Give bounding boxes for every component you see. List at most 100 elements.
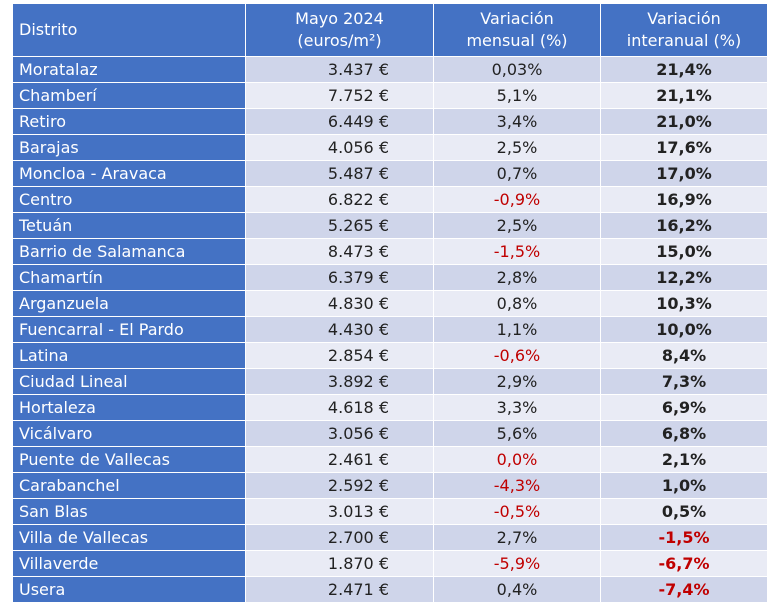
table-row: Ciudad Lineal 3.892 €2,9% 7,3% xyxy=(12,368,768,395)
monthly-variation-cell: 2,5% xyxy=(433,134,601,161)
monthly-variation-cell: 2,7% xyxy=(433,524,601,551)
header-district: Distrito xyxy=(12,3,246,57)
yearly-variation-cell: 16,2% xyxy=(600,212,768,239)
table-row: Villa de Vallecas 2.700 €2,7% -1,5% xyxy=(12,524,768,551)
monthly-variation-cell: 0,0% xyxy=(433,446,601,473)
district-cell: Fuencarral - El Pardo xyxy=(12,316,246,343)
table-row: Chamberí 7.752 €5,1% 21,1% xyxy=(12,82,768,109)
yearly-variation-cell: -6,7% xyxy=(600,550,768,577)
price-cell: 6.449 € xyxy=(245,108,434,135)
monthly-variation-cell: 2,8% xyxy=(433,264,601,291)
yearly-variation-cell: 7,3% xyxy=(600,368,768,395)
table-row: Moratalaz 3.437 €0,03% 21,4% xyxy=(12,56,768,83)
table-row: Retiro 6.449 €3,4% 21,0% xyxy=(12,108,768,135)
header-price-line2: (euros/m²) xyxy=(297,31,382,50)
header-price: Mayo 2024 (euros/m²) xyxy=(245,3,434,57)
table-row: Latina 2.854 € -0,6% 8,4% xyxy=(12,342,768,369)
yearly-variation-cell: 6,9% xyxy=(600,394,768,421)
price-cell: 5.265 € xyxy=(245,212,434,239)
table-row: Barrio de Salamanca 8.473 € -1,5% 15,0% xyxy=(12,238,768,265)
district-cell: Barrio de Salamanca xyxy=(12,238,246,265)
table-row: San Blas 3.013 € -0,5% 0,5% xyxy=(12,498,768,525)
table-row: Hortaleza 4.618 €3,3% 6,9% xyxy=(12,394,768,421)
price-cell: 2.854 € xyxy=(245,342,434,369)
yearly-variation-cell: 16,9% xyxy=(600,186,768,213)
price-cell: 4.830 € xyxy=(245,290,434,317)
district-cell: Ciudad Lineal xyxy=(12,368,246,395)
district-cell: Chamberí xyxy=(12,82,246,109)
yearly-variation-cell: 8,4% xyxy=(600,342,768,369)
price-cell: 8.473 € xyxy=(245,238,434,265)
price-cell: 7.752 € xyxy=(245,82,434,109)
price-cell: 6.379 € xyxy=(245,264,434,291)
header-yearly-line2: interanual (%) xyxy=(626,31,742,50)
table-row: Villaverde 1.870 € -5,9% -6,7% xyxy=(12,550,768,577)
table-row: Carabanchel 2.592 € -4,3% 1,0% xyxy=(12,472,768,499)
yearly-variation-cell: 17,6% xyxy=(600,134,768,161)
table-header: Distrito Mayo 2024 (euros/m²) Variación … xyxy=(12,3,768,57)
price-cell: 3.056 € xyxy=(245,420,434,447)
monthly-variation-cell: -0,6% xyxy=(433,342,601,369)
yearly-variation-cell: 17,0% xyxy=(600,160,768,187)
monthly-variation-cell: 3,4% xyxy=(433,108,601,135)
price-table-container: Distrito Mayo 2024 (euros/m²) Variación … xyxy=(12,3,768,603)
monthly-variation-cell: 5,1% xyxy=(433,82,601,109)
yearly-variation-cell: 21,0% xyxy=(600,108,768,135)
yearly-variation-cell: 12,2% xyxy=(600,264,768,291)
district-cell: Moncloa - Aravaca xyxy=(12,160,246,187)
monthly-variation-cell: -5,9% xyxy=(433,550,601,577)
district-cell: Carabanchel xyxy=(12,472,246,499)
yearly-variation-cell: 6,8% xyxy=(600,420,768,447)
yearly-variation-cell: 0,5% xyxy=(600,498,768,525)
district-cell: Vicálvaro xyxy=(12,420,246,447)
yearly-variation-cell: 2,1% xyxy=(600,446,768,473)
table-row: Tetuán 5.265 €2,5% 16,2% xyxy=(12,212,768,239)
district-cell: Latina xyxy=(12,342,246,369)
table-row: Vicálvaro 3.056 €5,6% 6,8% xyxy=(12,420,768,447)
price-cell: 2.592 € xyxy=(245,472,434,499)
yearly-variation-cell: 21,4% xyxy=(600,56,768,83)
price-cell: 1.870 € xyxy=(245,550,434,577)
price-cell: 4.430 € xyxy=(245,316,434,343)
district-cell: Puente de Vallecas xyxy=(12,446,246,473)
monthly-variation-cell: -0,5% xyxy=(433,498,601,525)
district-cell: Moratalaz xyxy=(12,56,246,83)
header-monthly-line2: mensual (%) xyxy=(466,31,568,50)
district-cell: Villaverde xyxy=(12,550,246,577)
district-cell: Tetuán xyxy=(12,212,246,239)
monthly-variation-cell: -1,5% xyxy=(433,238,601,265)
price-cell: 2.471 € xyxy=(245,576,434,603)
price-cell: 4.056 € xyxy=(245,134,434,161)
price-cell: 4.618 € xyxy=(245,394,434,421)
district-cell: Chamartín xyxy=(12,264,246,291)
header-price-line1: Mayo 2024 xyxy=(295,9,384,28)
price-cell: 2.700 € xyxy=(245,524,434,551)
yearly-variation-cell: 1,0% xyxy=(600,472,768,499)
price-cell: 3.437 € xyxy=(245,56,434,83)
table-row: Usera 2.471 €0,4% -7,4% xyxy=(12,576,768,603)
monthly-variation-cell: 0,03% xyxy=(433,56,601,83)
header-monthly: Variación mensual (%) xyxy=(433,3,601,57)
district-cell: San Blas xyxy=(12,498,246,525)
yearly-variation-cell: -7,4% xyxy=(600,576,768,603)
price-cell: 3.892 € xyxy=(245,368,434,395)
header-yearly-line1: Variación xyxy=(647,9,721,28)
table-row: Centro 6.822 € -0,9% 16,9% xyxy=(12,186,768,213)
district-cell: Hortaleza xyxy=(12,394,246,421)
district-cell: Retiro xyxy=(12,108,246,135)
monthly-variation-cell: -4,3% xyxy=(433,472,601,499)
yearly-variation-cell: 10,3% xyxy=(600,290,768,317)
yearly-variation-cell: -1,5% xyxy=(600,524,768,551)
table-row: Moncloa - Aravaca 5.487 €0,7% 17,0% xyxy=(12,160,768,187)
price-cell: 6.822 € xyxy=(245,186,434,213)
price-cell: 5.487 € xyxy=(245,160,434,187)
monthly-variation-cell: 0,7% xyxy=(433,160,601,187)
table-row: Fuencarral - El Pardo 4.430 €1,1% 10,0% xyxy=(12,316,768,343)
monthly-variation-cell: 5,6% xyxy=(433,420,601,447)
district-cell: Arganzuela xyxy=(12,290,246,317)
monthly-variation-cell: 2,9% xyxy=(433,368,601,395)
table-body: Moratalaz 3.437 €0,03% 21,4% Chamberí 7.752 … xyxy=(12,56,768,603)
yearly-variation-cell: 10,0% xyxy=(600,316,768,343)
district-cell: Villa de Vallecas xyxy=(12,524,246,551)
monthly-variation-cell: 0,4% xyxy=(433,576,601,603)
